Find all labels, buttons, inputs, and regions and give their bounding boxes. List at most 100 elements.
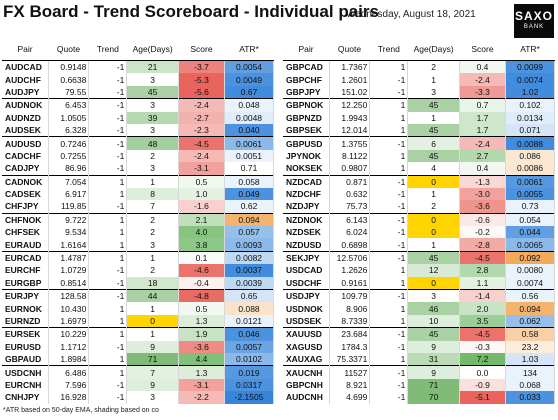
column-header-trend[interactable]: Trend [88,38,127,61]
pair-cell: USDCNH [2,365,49,379]
table-row[interactable]: NZDUSD 0.6898 -1 1 -2.8 0.0065 [283,238,555,252]
table-row[interactable]: GBPCHF 1.2601 -1 1 -2.4 0.0074 [283,73,555,86]
table-row[interactable]: EURSEK 10.229 1 1 1.9 0.046 [2,327,274,341]
table-row[interactable]: CHFSEK 9.534 1 2 4.0 0.057 [2,226,274,239]
quote-cell: 23.684 [329,327,371,341]
age-cell: 10 [407,314,460,328]
table-row[interactable]: XAUUSD 23.684 -1 45 -4.5 0.58 [283,327,555,341]
table-row[interactable]: XAGUSD 1784.3 -1 9 -0.3 23.2 [283,340,555,353]
column-header-score[interactable]: Score [178,38,225,61]
trend-cell: 1 [369,302,409,315]
table-row[interactable]: EURUSD 1.1712 -1 9 -3.6 0.0057 [2,340,274,353]
column-header-age[interactable]: Age(Days) [126,38,179,61]
table-row[interactable]: EURNZD 1.6979 1 0 1.3 0.0121 [2,314,274,328]
quote-cell: 9.722 [48,212,90,227]
table-row[interactable]: CADCHF 0.7255 -1 2 -2.4 0.0051 [2,149,274,163]
column-header-quote[interactable]: Quote [329,38,370,61]
table-row[interactable]: SEKJPY 12.5706 -1 45 -4.5 0.092 [283,250,555,265]
table-row[interactable]: NZDJPY 75.73 -1 2 -3.6 0.73 [283,200,555,214]
table-row[interactable]: AUDUSD 0.7246 -1 48 -4.5 0.0061 [2,136,274,150]
column-header-age[interactable]: Age(Days) [407,38,460,61]
table-row[interactable]: NZDCAD 0.871 -1 0 -1.3 0.0061 [283,174,555,188]
age-cell: 1 [407,187,460,201]
table-row[interactable]: NZDCHF 0.632 -1 1 -3.0 0.0055 [283,187,555,201]
quote-cell: 151.02 [329,85,371,99]
table-row[interactable]: NZDNOK 6.143 -1 0 -0.6 0.054 [283,212,555,227]
table-row[interactable]: EURCAD 1.4787 1 1 0.1 0.0082 [2,250,274,265]
atr-cell: 0.0134 [505,111,555,124]
table-row[interactable]: GBPCNH 8.921 -1 71 -0.9 0.068 [283,378,555,392]
table-row[interactable]: CADJPY 86.96 -1 3 -3.1 0.71 [2,162,274,176]
table-row[interactable]: GBPUSD 1.3755 -1 6 -2.4 0.0088 [283,136,555,150]
score-cell: 1.9 [178,327,226,341]
age-cell: 0 [407,212,460,227]
table-row[interactable]: GBPAUD 1.8984 1 71 4.4 0.0102 [2,352,274,366]
pair-cell: AUDSEK [2,123,49,137]
table-row[interactable]: EURAUD 1.6164 1 3 3.8 0.0093 [2,238,274,252]
table-row[interactable]: USDNOK 8.906 1 46 2.0 0.094 [283,302,555,315]
quote-cell: 8.1122 [329,149,371,163]
table-row[interactable]: GBPSEK 12.014 1 45 1.7 0.071 [283,123,555,137]
scoreboard-table-left: Pair Quote Trend Age(Days) Score ATR* AU… [2,38,274,404]
table-row[interactable]: EURGBP 0.8514 -1 18 -0.4 0.0039 [2,276,274,290]
table-row[interactable]: NZDSEK 6.024 -1 0 -0.2 0.044 [283,226,555,239]
column-header-atr[interactable]: ATR* [224,38,274,61]
table-row[interactable]: EURNOK 10.430 1 1 0.5 0.088 [2,302,274,315]
table-row[interactable]: CHFNOK 9.722 1 2 2.1 0.094 [2,212,274,227]
table-row[interactable]: AUDNZD 1.0505 -1 39 -2.7 0.0048 [2,111,274,124]
table-row[interactable]: NOKSEK 0.9807 1 4 0.4 0.0086 [283,162,555,176]
table-row[interactable]: XAUXAG 75.3371 1 31 7.2 1.03 [283,352,555,366]
table-row[interactable]: EURCHF 1.0729 -1 2 -4.6 0.0037 [2,264,274,277]
quote-cell: 0.8514 [48,276,90,290]
table-row[interactable]: EURCNH 7.596 -1 9 -3.1 0.0317 [2,378,274,392]
score-cell: -2.2 [178,391,226,404]
table-row[interactable]: CNHJPY 16.928 -1 3 -2.2 -2.1505 [2,391,274,404]
column-header-atr[interactable]: ATR* [505,38,555,61]
table-row[interactable]: CADSEK 6.917 1 8 1.0 0.049 [2,187,274,201]
atr-cell: 0.0051 [224,149,274,163]
quote-cell: 0.6638 [48,73,90,86]
trend-cell: -1 [369,365,409,379]
table-row[interactable]: GBPNZD 1.9943 1 1 1.7 0.0134 [283,111,555,124]
age-cell: 18 [126,276,179,290]
table-row[interactable]: EURJPY 128.58 -1 44 -4.8 0.65 [2,289,274,303]
table-row[interactable]: CADNOK 7.054 1 1 0.5 0.058 [2,174,274,188]
trend-cell: 1 [88,327,128,341]
column-header-pair[interactable]: Pair [2,38,49,61]
score-cell: -5.1 [459,391,507,404]
table-row[interactable]: AUDJPY 79.55 -1 45 -5.6 0.67 [2,85,274,99]
table-row[interactable]: GBPNOK 12.250 1 45 0.7 0.102 [283,98,555,112]
score-cell: -5.3 [178,73,226,86]
table-row[interactable]: GBPJPY 151.02 -1 3 -3.3 1.02 [283,85,555,99]
table-row[interactable]: JPYNOK 8.1122 1 45 2.7 0.086 [283,149,555,163]
column-header-quote[interactable]: Quote [48,38,89,61]
quote-cell: 75.73 [329,200,371,214]
score-cell: 0.0 [459,365,507,379]
atr-cell: 0.058 [224,174,274,188]
table-row[interactable]: USDJPY 109.79 -1 3 -1.4 0.56 [283,289,555,303]
table-row[interactable]: AUDCNH 4.699 -1 70 -5.1 0.033 [283,391,555,404]
table-row[interactable]: AUDNOK 6.453 -1 3 -2.4 0.048 [2,98,274,112]
table-row[interactable]: USDCHF 0.9161 1 0 1.1 0.0074 [283,276,555,290]
table-row[interactable]: AUDCHF 0.6638 -1 3 -5.3 0.0049 [2,73,274,86]
atr-cell: 0.088 [224,302,274,315]
table-row[interactable]: CHFJPY 119.85 -1 7 -1.6 0.62 [2,200,274,214]
column-header-pair[interactable]: Pair [283,38,330,61]
age-cell: 0 [407,226,460,239]
age-cell: 2 [126,149,179,163]
table-row[interactable]: USDSEK 8.7339 1 10 3.5 0.062 [283,314,555,328]
column-header-score[interactable]: Score [459,38,506,61]
table-row[interactable]: USDCNH 6.486 1 7 1.3 0.019 [2,365,274,379]
age-cell: 45 [407,149,460,163]
table-row[interactable]: GBPCAD 1.7367 1 2 0.4 0.0099 [283,60,555,74]
table-row[interactable]: XAUCNH 11527 -1 9 0.0 134 [283,365,555,379]
score-cell: -2.3 [178,123,226,137]
table-row[interactable]: AUDCAD 0.9148 -1 21 -3.7 0.0054 [2,60,274,74]
quote-cell: 75.3371 [329,352,371,366]
atr-cell: 0.046 [224,327,274,341]
column-header-trend[interactable]: Trend [369,38,408,61]
table-row[interactable]: USDCAD 1.2626 1 12 2.8 0.0080 [283,264,555,277]
age-cell: 4 [407,162,460,176]
table-row[interactable]: AUDSEK 6.328 -1 3 -2.3 0.040 [2,123,274,137]
quote-cell: 1.6164 [48,238,90,252]
